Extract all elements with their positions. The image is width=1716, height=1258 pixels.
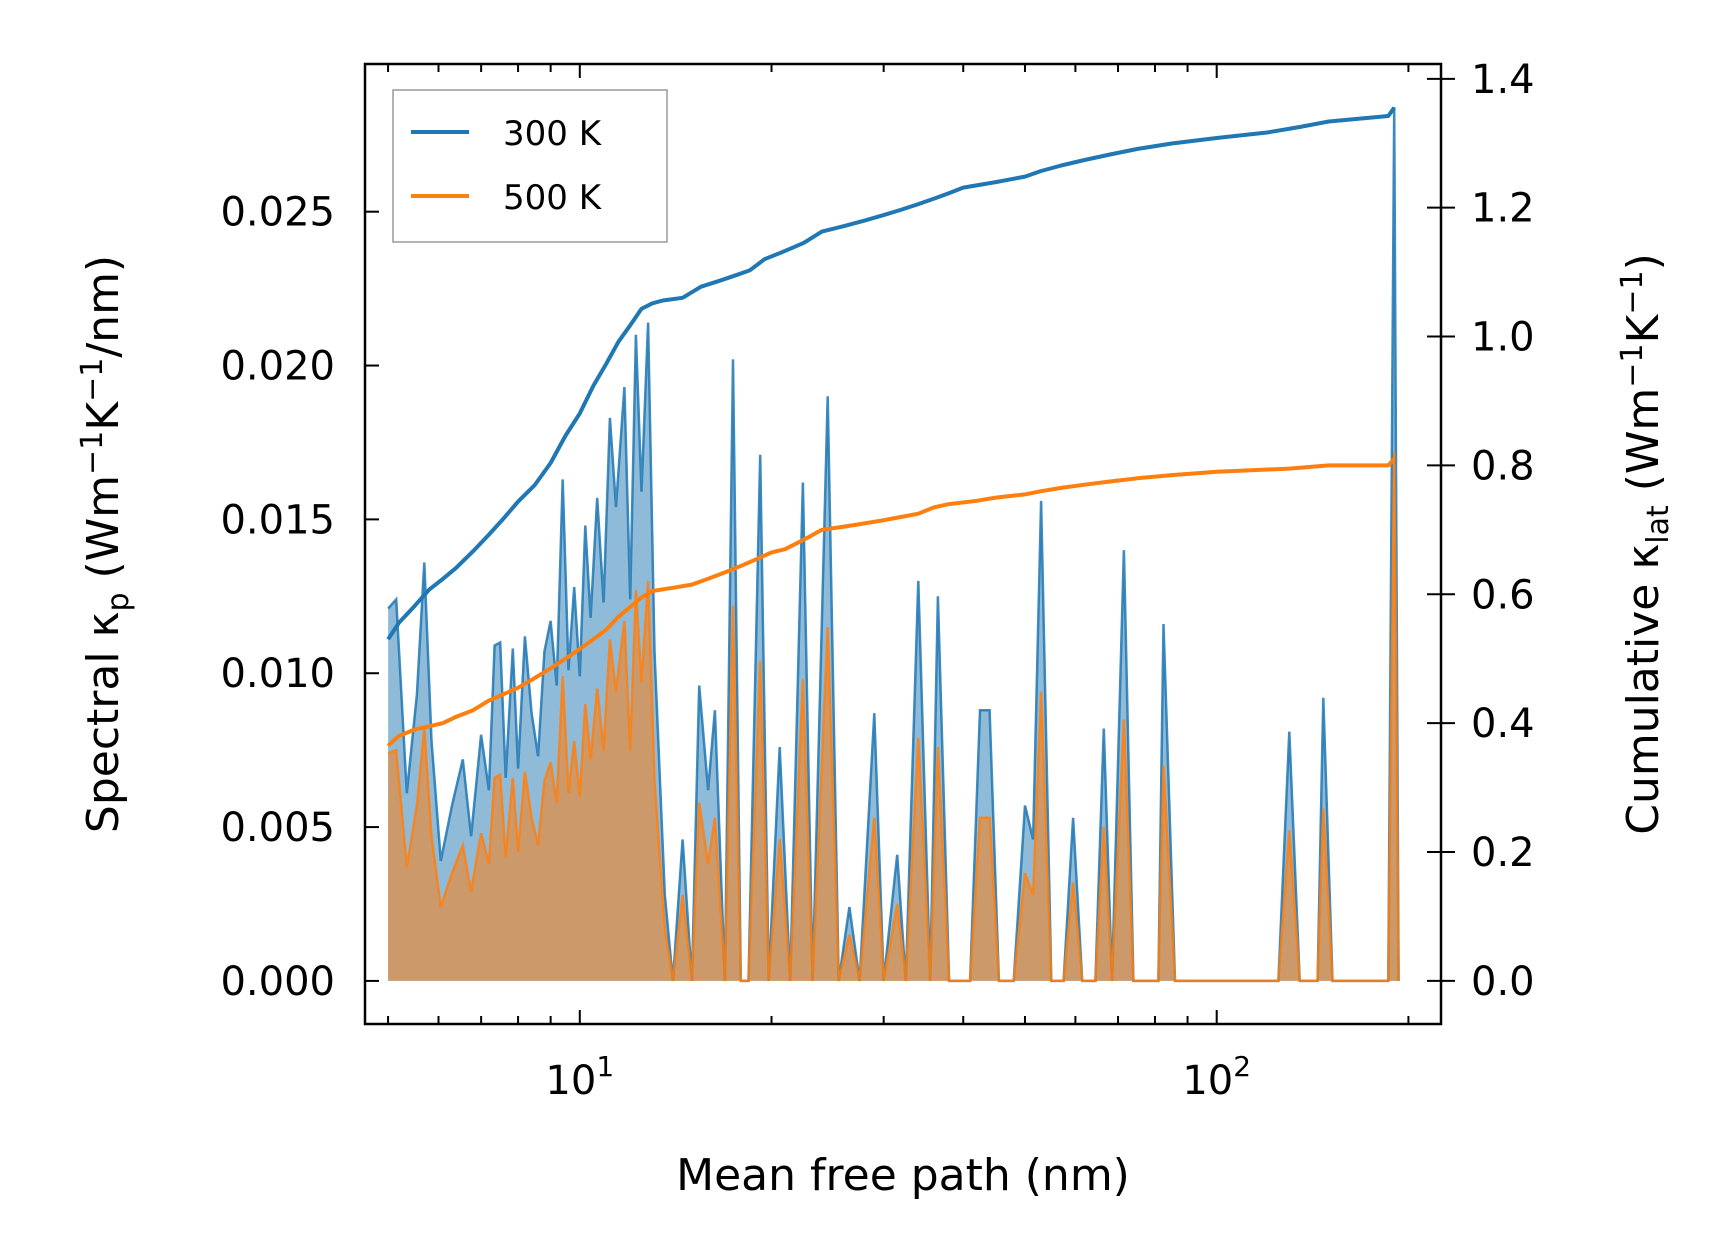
left-axis: 0.000 0.005 0.010 0.015 0.020 0.025 bbox=[220, 190, 379, 1005]
legend: 300 K 500 K bbox=[392, 89, 668, 243]
left-tick-label: 0.015 bbox=[220, 497, 335, 543]
spectral-area-500k bbox=[388, 451, 1399, 981]
right-axis-label: Cumulative κlat (Wm−1K−1) bbox=[1615, 253, 1676, 835]
left-tick-label: 0.010 bbox=[220, 651, 335, 697]
legend-label-300k: 300 K bbox=[503, 114, 603, 154]
x-tick-label: 102 bbox=[1182, 1050, 1251, 1104]
x-tick-label: 101 bbox=[545, 1050, 614, 1104]
right-axis: 0.0 0.2 0.4 0.6 0.8 1.0 1.2 1.4 bbox=[1427, 57, 1535, 1005]
line-layer bbox=[386, 106, 1400, 983]
right-tick-label: 0.6 bbox=[1471, 572, 1535, 618]
right-tick-label: 1.4 bbox=[1471, 57, 1535, 103]
left-tick-label: 0.000 bbox=[220, 959, 335, 1005]
legend-box bbox=[392, 89, 668, 243]
plot-frame bbox=[363, 62, 1443, 1026]
cumulative-line-300k bbox=[386, 106, 1396, 641]
spectral-area-layer bbox=[388, 107, 1399, 981]
right-tick-label: 0.8 bbox=[1471, 443, 1535, 489]
x-axis-label: Mean free path (nm) bbox=[676, 1150, 1130, 1201]
left-tick-label: 0.020 bbox=[220, 344, 335, 390]
right-tick-label: 0.4 bbox=[1471, 701, 1535, 747]
legend-label-500k: 500 K bbox=[503, 178, 603, 218]
left-tick-label: 0.025 bbox=[220, 190, 335, 236]
spectral-line-500k bbox=[387, 451, 1400, 983]
right-tick-label: 1.0 bbox=[1471, 315, 1535, 361]
left-tick-label: 0.005 bbox=[220, 805, 335, 851]
right-tick-label: 1.2 bbox=[1471, 186, 1535, 232]
x-axis: 101 102 bbox=[387, 64, 1410, 1104]
cumulative-line-500k bbox=[386, 457, 1396, 748]
right-tick-label: 0.0 bbox=[1471, 959, 1535, 1005]
left-axis-label: Spectral κp (Wm−1K−1/nm) bbox=[75, 255, 136, 833]
right-tick-label: 0.2 bbox=[1471, 830, 1535, 876]
